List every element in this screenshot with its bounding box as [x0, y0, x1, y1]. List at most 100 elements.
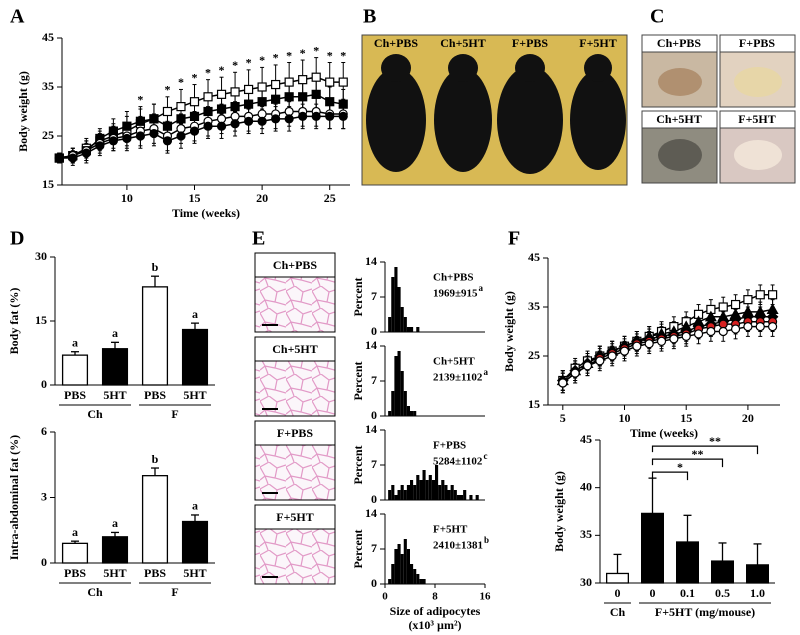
marker	[619, 346, 630, 356]
y-tick-label: 30	[35, 249, 47, 263]
letter-label: a	[192, 307, 198, 321]
histogram-bar	[391, 564, 395, 584]
photo-label: Ch+5HT	[440, 36, 486, 50]
histogram-bar	[441, 480, 445, 500]
y-axis-label: Percent	[351, 445, 365, 484]
significance: *	[192, 70, 198, 84]
histogram-bar	[410, 564, 414, 584]
histogram-bar	[413, 569, 417, 584]
histogram-bar	[397, 490, 401, 500]
marker	[298, 75, 308, 85]
marker	[271, 94, 281, 104]
marker	[325, 97, 335, 107]
photo-label: F+PBS	[277, 426, 314, 440]
histogram-letter: c	[483, 451, 487, 461]
histogram-bar	[397, 351, 401, 416]
y-axis-label: Intra-abdominal fat (%)	[7, 435, 21, 560]
histogram-bar	[400, 485, 404, 500]
marker	[243, 116, 254, 126]
category-label: 0	[615, 586, 621, 600]
category-label: 5HT	[183, 388, 206, 402]
marker	[558, 378, 568, 388]
histogram-bar	[403, 317, 407, 332]
marker	[570, 368, 580, 378]
marker	[203, 106, 213, 117]
histogram-bar	[410, 327, 414, 332]
marker	[284, 77, 294, 87]
letter-label: a	[112, 516, 118, 530]
y-tick-label: 7	[371, 541, 377, 555]
group-label: F	[171, 585, 178, 599]
significance: **	[692, 447, 704, 461]
letter-label: a	[192, 499, 198, 513]
marker	[632, 341, 642, 351]
x-tick-label: 0	[382, 591, 388, 603]
histogram-stat: 1969±915	[433, 288, 478, 300]
marker	[767, 290, 778, 300]
photo-label: F+5HT	[579, 36, 617, 50]
histogram-bar	[456, 495, 460, 500]
histogram-stat: 5284±1102	[433, 456, 483, 468]
histogram-bar	[469, 495, 473, 500]
marker	[162, 136, 173, 146]
marker	[257, 116, 267, 126]
histogram-bar	[406, 327, 410, 332]
panel-letter: D	[10, 228, 24, 250]
bar	[61, 354, 89, 386]
marker	[706, 326, 716, 337]
marker	[656, 336, 667, 346]
marker	[203, 92, 213, 102]
photo-label: Ch+PBS	[374, 36, 419, 50]
y-axis-label: Body fat (%)	[7, 288, 21, 355]
histogram-bar	[463, 490, 467, 500]
marker	[311, 72, 321, 82]
histogram-bar	[406, 485, 410, 500]
photo-label: F+PBS	[739, 36, 776, 50]
marker	[216, 89, 227, 99]
marker	[243, 99, 254, 109]
histogram-bar	[394, 267, 398, 332]
y-tick-label: 14	[365, 506, 377, 520]
x-tick-label: 5	[560, 411, 566, 425]
photo-label: Ch+5HT	[656, 112, 702, 126]
marker	[122, 133, 132, 144]
bar	[101, 348, 129, 386]
histogram-bar	[400, 371, 404, 416]
bar	[711, 560, 735, 584]
series-line	[562, 320, 773, 384]
y-tick-label: 0	[371, 324, 377, 338]
photo-label: F+PBS	[512, 36, 549, 50]
histogram-bar	[391, 277, 395, 332]
histogram-bar	[388, 490, 392, 500]
marker	[135, 116, 146, 126]
marker	[607, 351, 617, 361]
x-tick-label: 10	[619, 411, 631, 425]
marker	[755, 322, 765, 332]
histogram-letter: a	[479, 283, 484, 293]
marker	[189, 97, 200, 107]
series-line	[562, 308, 773, 382]
marker	[189, 111, 200, 122]
y-tick-label: 45	[580, 432, 592, 446]
significance-bracket	[651, 471, 689, 481]
marker	[730, 324, 741, 334]
marker	[311, 89, 321, 99]
category-label: 5HT	[183, 566, 206, 580]
marker	[338, 77, 348, 87]
y-tick-label: 0	[371, 576, 377, 590]
marker	[284, 114, 294, 124]
category-label: PBS	[144, 566, 166, 580]
histogram-bar	[410, 411, 414, 416]
histogram-bar	[460, 495, 464, 500]
y-axis-label: Percent	[351, 529, 365, 568]
y-tick-label: 14	[365, 338, 377, 352]
marker	[693, 329, 704, 339]
histogram-bar	[391, 485, 395, 500]
histogram-bar	[397, 544, 401, 584]
y-tick-label: 6	[41, 424, 47, 438]
histogram-bar	[419, 480, 423, 500]
histogram-bar	[419, 579, 423, 584]
marker	[718, 326, 728, 337]
group-label: Ch	[87, 407, 103, 421]
y-tick-label: 35	[528, 299, 540, 313]
